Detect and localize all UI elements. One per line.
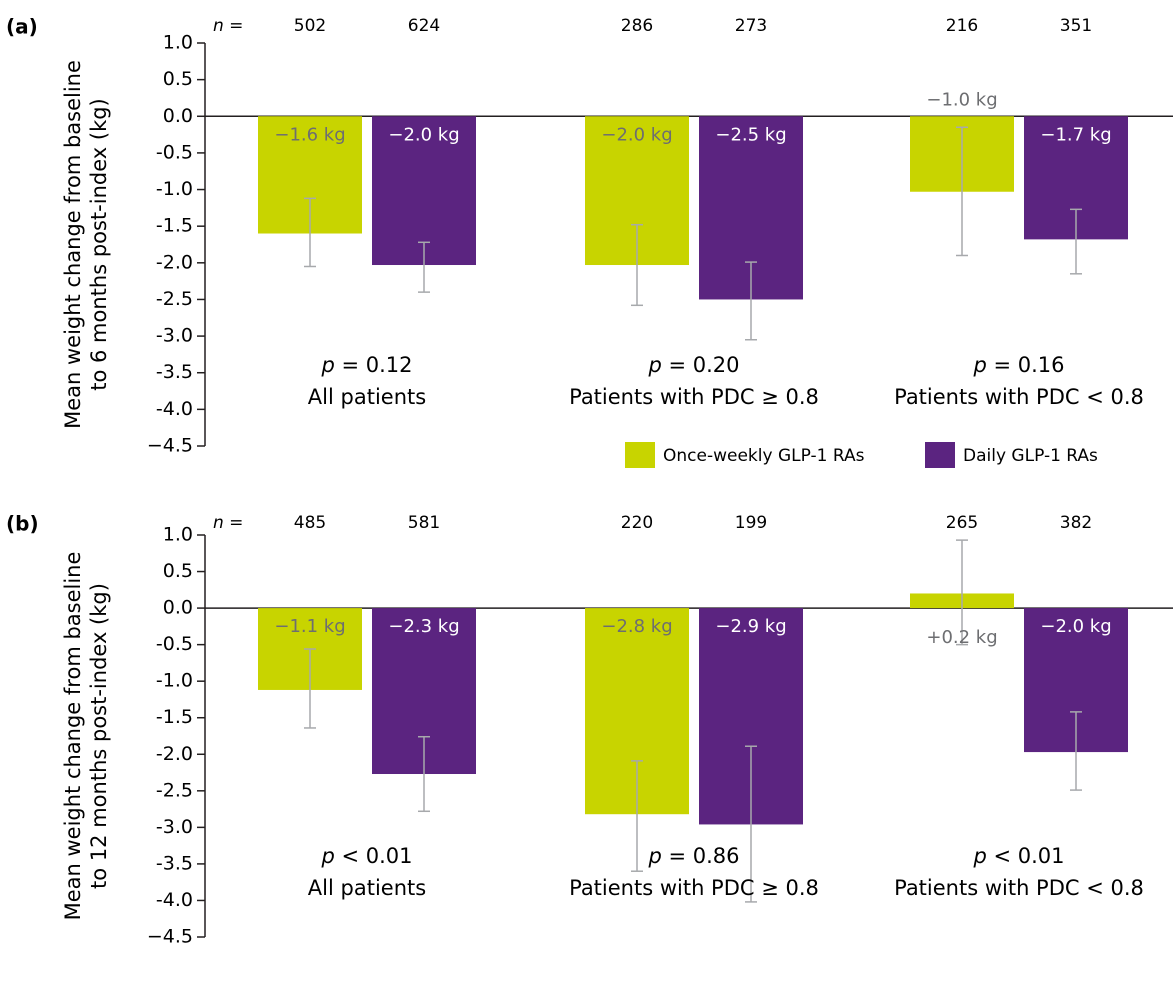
p-value: p = 0.12 — [320, 353, 412, 377]
data-label: −2.8 kg — [601, 616, 672, 637]
y-tick-label: -3.0 — [156, 325, 193, 347]
n-value: 273 — [735, 16, 767, 36]
n-label: n = — [213, 513, 243, 533]
n-value: 216 — [946, 16, 978, 36]
y-axis-title-line2: to 12 months post-index (kg) — [87, 583, 111, 889]
category-label: All patients — [308, 876, 426, 900]
data-label: −2.0 kg — [601, 124, 672, 145]
category-label: Patients with PDC < 0.8 — [894, 876, 1144, 900]
p-value: p = 0.86 — [647, 844, 739, 868]
legend-swatch — [925, 442, 955, 468]
y-tick-label: -4.0 — [156, 398, 193, 420]
data-label: −1.1 kg — [274, 616, 345, 637]
p-value: p = 0.20 — [647, 353, 739, 377]
category-label: All patients — [308, 385, 426, 409]
y-tick-label: -2.0 — [156, 743, 193, 765]
n-label: n = — [213, 16, 243, 36]
y-tick-label: 1.0 — [163, 32, 193, 54]
y-tick-label: −4.5 — [147, 926, 193, 948]
data-label: −2.3 kg — [388, 616, 459, 637]
y-tick-label: -3.5 — [156, 852, 193, 874]
p-value: p < 0.01 — [972, 844, 1064, 868]
panel-label: (a) — [6, 15, 38, 39]
y-tick-label: -1.0 — [156, 178, 193, 200]
y-tick-label: 0.0 — [163, 597, 193, 619]
y-axis-title-line1: Mean weight change from baseline — [61, 60, 85, 429]
data-label: −1.6 kg — [274, 124, 345, 145]
y-tick-label: -1.5 — [156, 215, 193, 237]
n-value: 286 — [621, 16, 653, 36]
data-label: +0.2 kg — [926, 627, 997, 648]
legend-swatch — [625, 442, 655, 468]
y-tick-label: -3.0 — [156, 816, 193, 838]
panel-label: (b) — [6, 512, 39, 536]
y-tick-label: -1.0 — [156, 670, 193, 692]
y-tick-label: -4.0 — [156, 889, 193, 911]
bar — [372, 116, 476, 266]
y-tick-label: -0.5 — [156, 633, 193, 655]
category-label: Patients with PDC < 0.8 — [894, 385, 1144, 409]
data-label: −2.5 kg — [715, 124, 786, 145]
p-value: p = 0.16 — [972, 353, 1064, 377]
n-value: 382 — [1060, 513, 1092, 533]
y-axis-title-line1: Mean weight change from baseline — [61, 552, 85, 921]
n-value: 265 — [946, 513, 978, 533]
y-tick-label: -2.5 — [156, 779, 193, 801]
p-value: p < 0.01 — [320, 844, 412, 868]
y-tick-label: -2.0 — [156, 251, 193, 273]
n-value: 351 — [1060, 16, 1092, 36]
y-tick-label: −4.5 — [147, 435, 193, 457]
data-label: −1.7 kg — [1040, 124, 1111, 145]
data-label: −1.0 kg — [926, 89, 997, 110]
data-label: −2.9 kg — [715, 616, 786, 637]
n-value: 220 — [621, 513, 653, 533]
n-value: 502 — [294, 16, 326, 36]
y-tick-label: 0.5 — [163, 68, 193, 90]
y-tick-label: -1.5 — [156, 706, 193, 728]
y-tick-label: 0.5 — [163, 560, 193, 582]
category-label: Patients with PDC ≥ 0.8 — [569, 876, 819, 900]
legend-label: Once-weekly GLP-1 RAs — [663, 446, 865, 466]
y-axis-title-line2: to 6 months post-index (kg) — [87, 98, 111, 391]
data-label: −2.0 kg — [1040, 616, 1111, 637]
y-tick-label: -3.5 — [156, 361, 193, 383]
y-tick-label: 0.0 — [163, 105, 193, 127]
n-value: 485 — [294, 513, 326, 533]
category-label: Patients with PDC ≥ 0.8 — [569, 385, 819, 409]
legend-label: Daily GLP-1 RAs — [963, 446, 1098, 466]
data-label: −2.0 kg — [388, 124, 459, 145]
y-tick-label: -2.5 — [156, 288, 193, 310]
n-value: 199 — [735, 513, 767, 533]
y-tick-label: 1.0 — [163, 524, 193, 546]
n-value: 624 — [408, 16, 440, 36]
y-tick-label: -0.5 — [156, 141, 193, 163]
n-value: 581 — [408, 513, 440, 533]
